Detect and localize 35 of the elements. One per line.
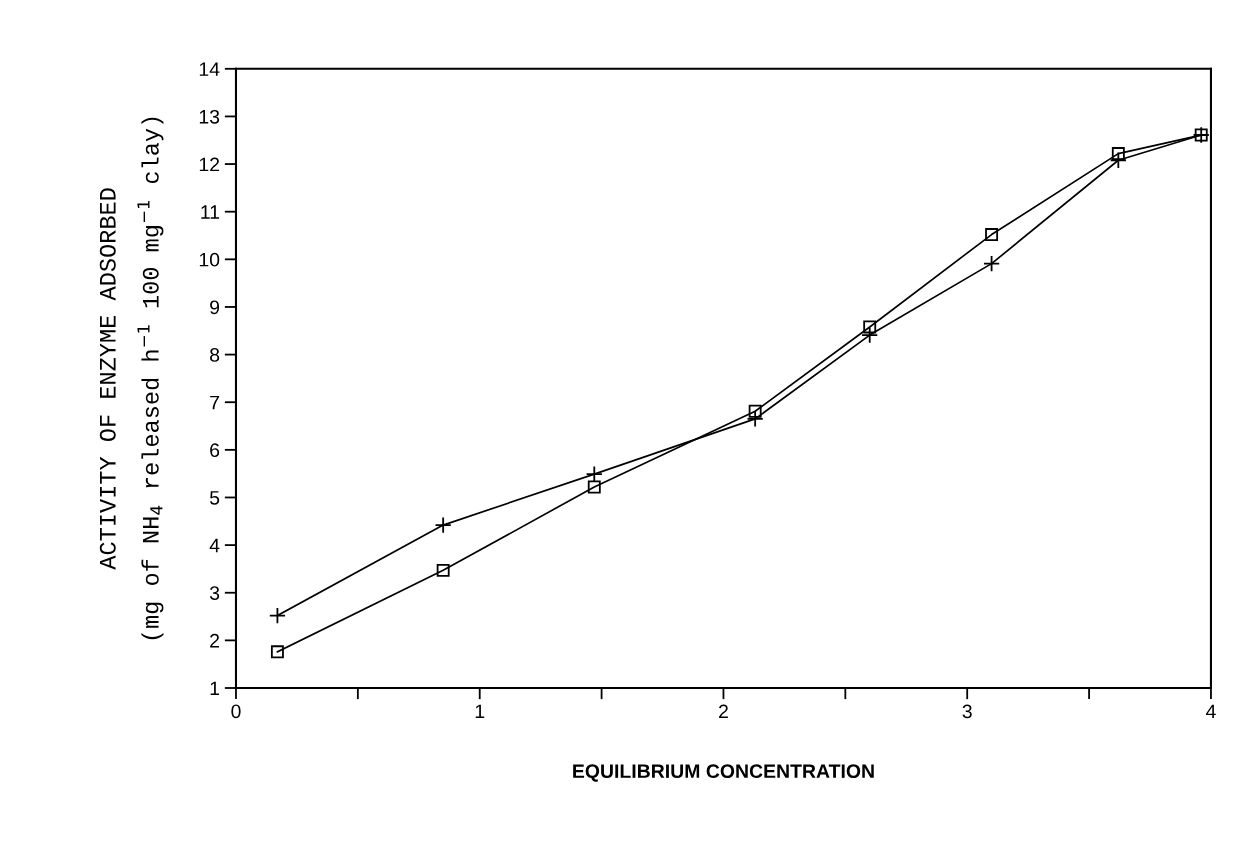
x-tick-label: 4 xyxy=(1205,704,1216,719)
x-axis-title: EQUILIBRIUM CONCENTRATION xyxy=(573,764,874,782)
y-tick-label: 7 xyxy=(210,395,220,410)
y-axis-title: ACTIVITY OF ENZYME ADSORBED (mg of NH$_{4}$ released h$^{−1}$ 100 mg$^{−1}$ clay) xyxy=(99,117,164,640)
y-tick-label: 11 xyxy=(201,205,220,219)
point xyxy=(983,255,1001,273)
point xyxy=(268,607,286,625)
x-tick-label: 1 xyxy=(475,704,485,719)
y-tick-label: 14 xyxy=(199,62,220,76)
point xyxy=(863,320,877,334)
point xyxy=(270,645,284,659)
y-tick-label: 9 xyxy=(210,300,220,315)
point xyxy=(1109,151,1127,169)
y-tick-label: 13 xyxy=(199,109,220,124)
y-tick-label: 5 xyxy=(209,491,220,505)
x-tick-label: 2 xyxy=(719,704,728,719)
y-tick-label: 12 xyxy=(199,157,220,172)
y-tick-label: 10 xyxy=(199,252,220,267)
y-tick-label: 2 xyxy=(210,633,220,648)
point xyxy=(585,465,603,483)
point xyxy=(746,410,764,428)
x-tick-label: 3 xyxy=(962,704,972,719)
y-tick-label: 3 xyxy=(209,586,220,600)
point xyxy=(985,228,999,242)
y-tick-label: 8 xyxy=(210,348,220,362)
point xyxy=(1111,147,1125,161)
y-tick-label: 1 xyxy=(210,681,220,696)
point xyxy=(436,563,450,577)
y-tick-label: 4 xyxy=(209,538,220,553)
y-tick-label: 6 xyxy=(210,443,220,458)
point xyxy=(861,326,879,344)
point xyxy=(434,516,452,534)
point xyxy=(587,480,601,494)
point xyxy=(748,404,762,418)
x-tick-label: 0 xyxy=(231,704,241,719)
